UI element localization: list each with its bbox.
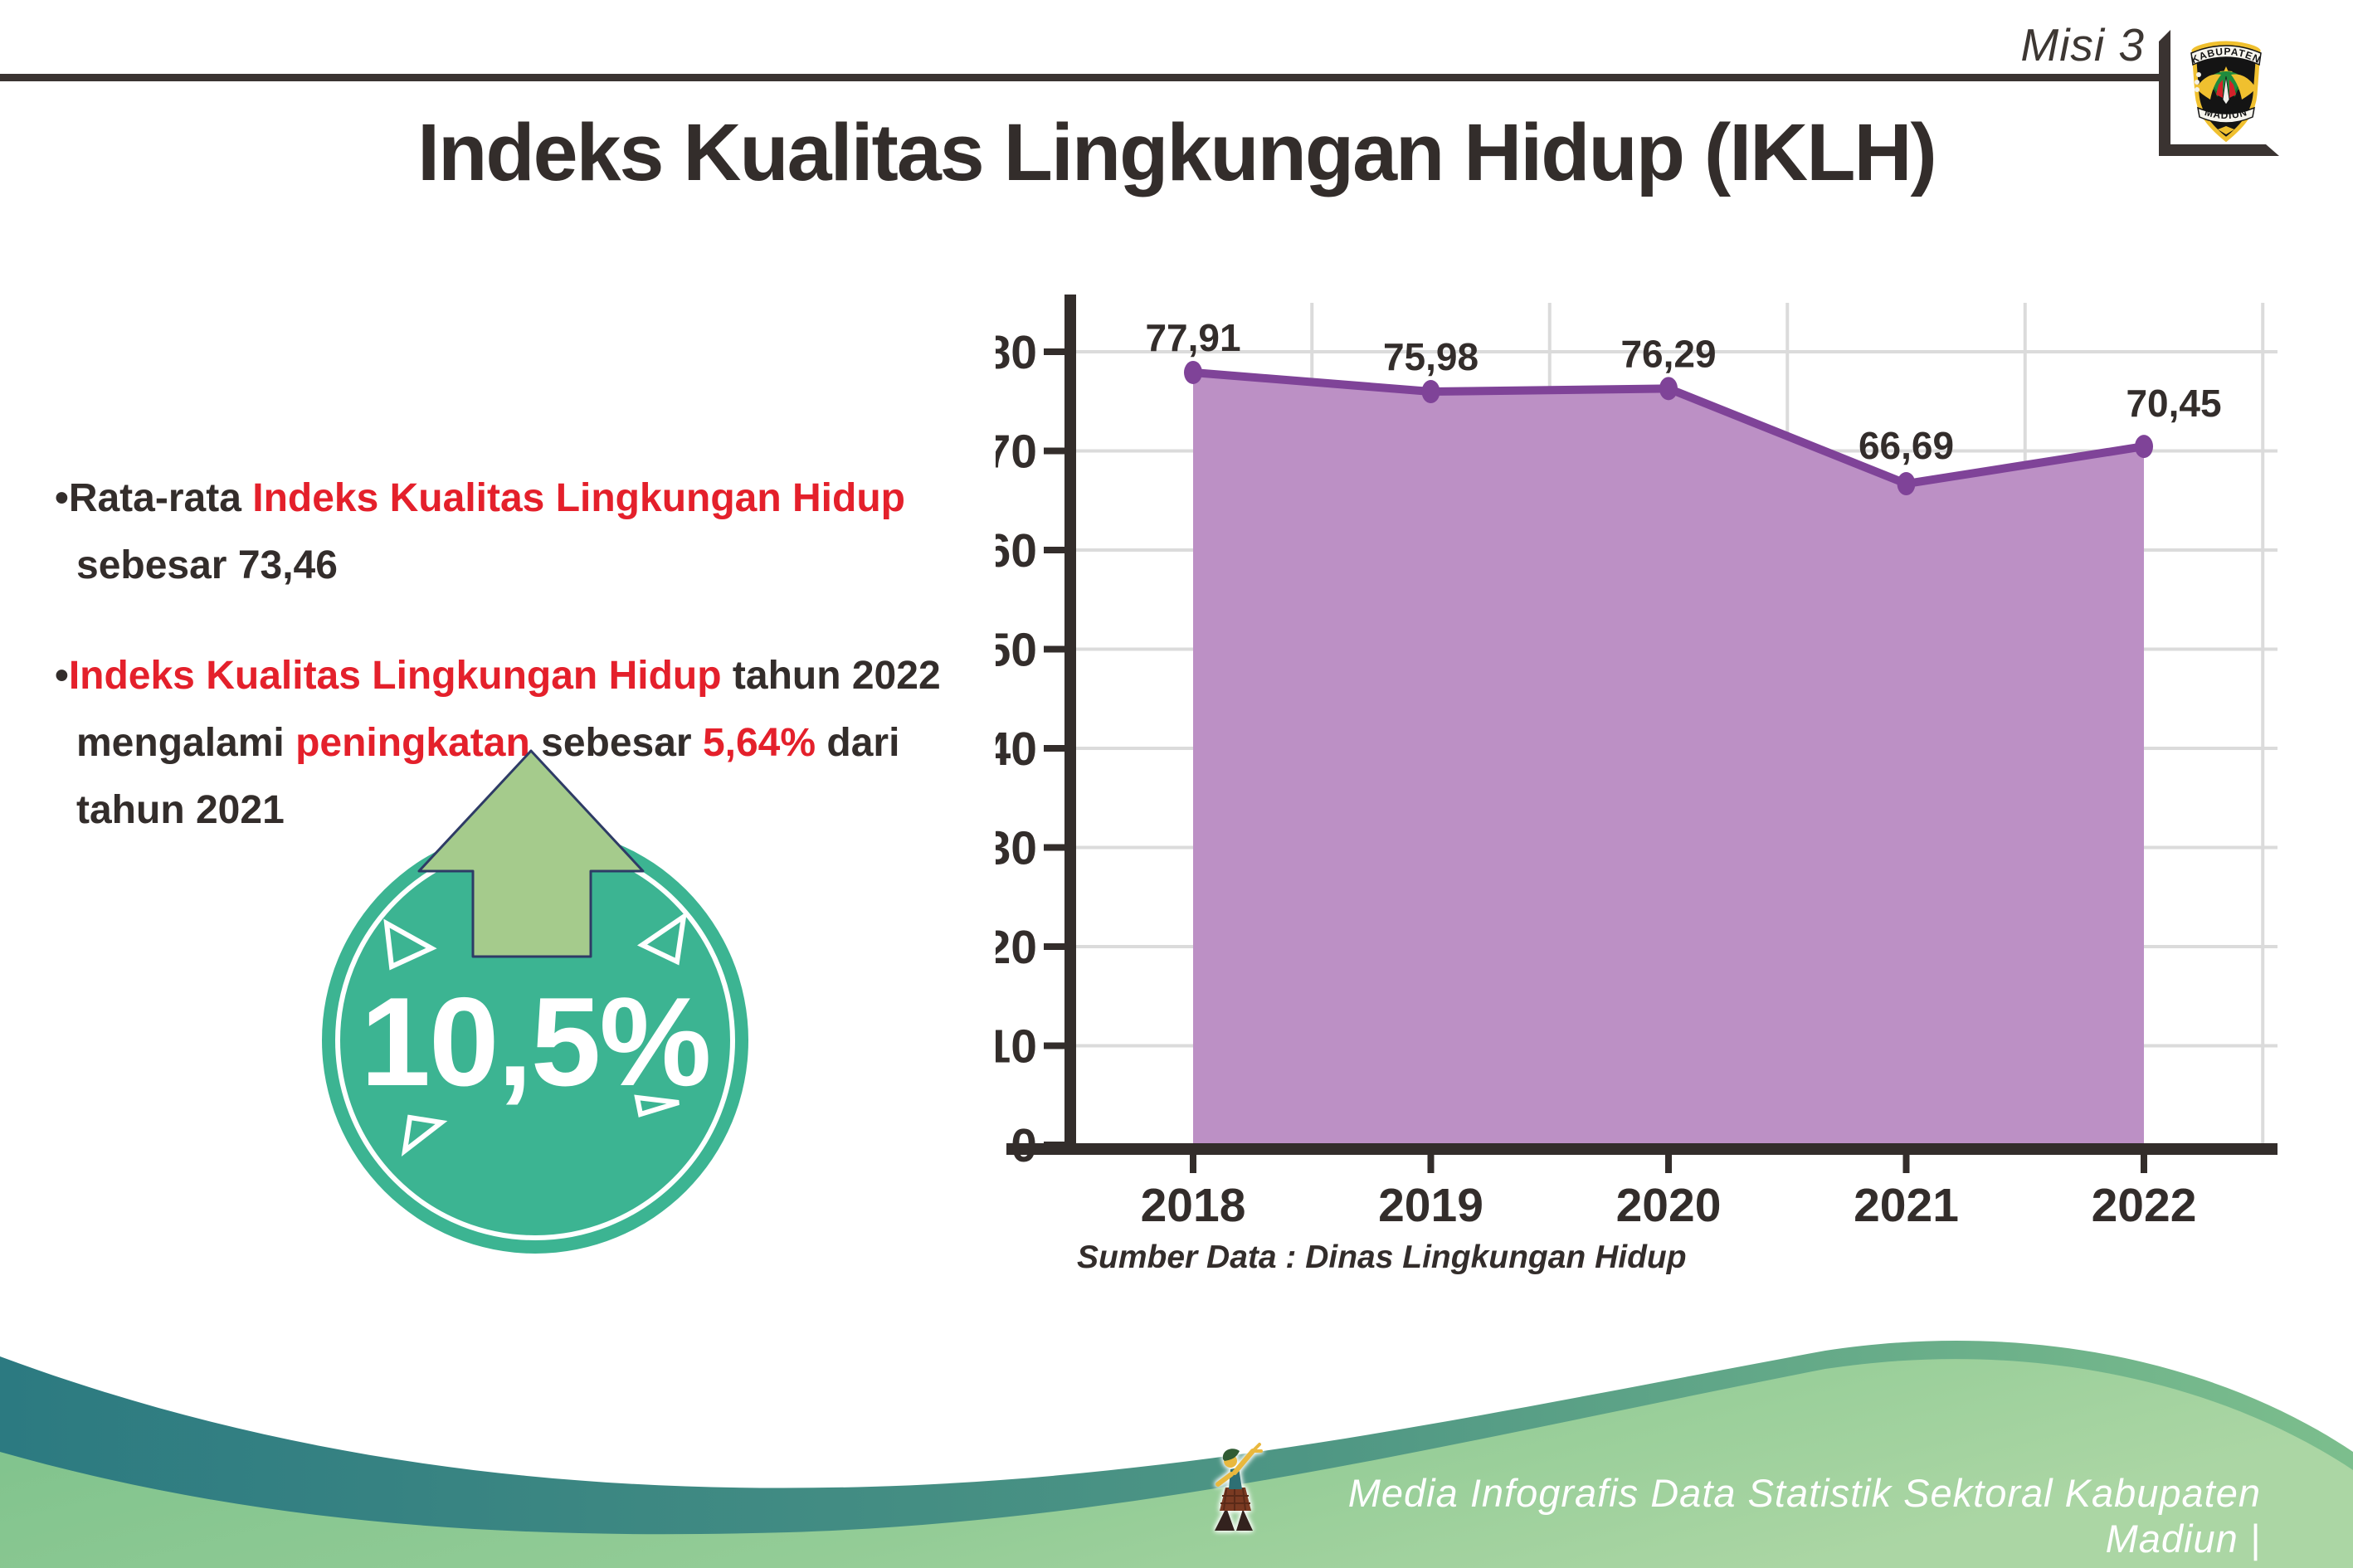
- wave-green: [0, 1359, 2353, 1568]
- data-label-2021: 66,69: [1859, 424, 1954, 467]
- footer-caption: Media Infografis Data Statistik Sektoral…: [1347, 1471, 2261, 1561]
- bullet-average-iklh: •Rata-rata Indeks Kualitas Lingkungan Hi…: [55, 465, 1034, 599]
- logo-left-wing-icon: [2196, 74, 2221, 100]
- data-point-2019: [1421, 380, 1440, 404]
- logo-bottom-banner: [2197, 106, 2255, 124]
- data-source-caption: Sumber Data : Dinas Lingkungan Hidup: [1077, 1239, 1687, 1275]
- increase-badge: 10,5%: [322, 827, 748, 1254]
- y-tick-label-10: 10: [996, 1020, 1037, 1074]
- data-point-2018: [1184, 360, 1202, 384]
- bullet-dot-icon: •: [55, 654, 69, 698]
- data-label-2018: 77,91: [1145, 316, 1240, 359]
- mascot-icon: [1215, 1443, 1263, 1531]
- data-point-2022: [2135, 435, 2153, 459]
- x-axis-label-2020: 2020: [1616, 1179, 1722, 1232]
- key-findings: •Rata-rata Indeks Kualitas Lingkungan Hi…: [55, 465, 1034, 844]
- bullet-text-highlight: Indeks Kualitas Lingkungan Hidup: [252, 476, 905, 520]
- data-label-2022: 70,45: [2126, 382, 2221, 425]
- bullet-text: tahun 2021: [76, 788, 285, 832]
- data-point-2020: [1659, 377, 1678, 401]
- y-tick-label-30: 30: [996, 822, 1037, 875]
- bullet-text: mengalami: [76, 721, 296, 765]
- y-tick-label-70: 70: [996, 426, 1037, 479]
- footer-wave-decoration: [0, 1340, 2353, 1568]
- x-axis-label-2022: 2022: [2092, 1179, 2197, 1232]
- increase-percentage: 10,5%: [360, 971, 712, 1113]
- logo-spear-icon: [2222, 75, 2230, 105]
- logo-frame-horizontal: [2159, 144, 2279, 156]
- y-tick-label-0: 0: [1011, 1119, 1037, 1172]
- bullet-dot-icon: •: [55, 476, 69, 520]
- bullet-text: Rata-rata: [68, 476, 253, 520]
- data-label-2019: 75,98: [1383, 335, 1479, 378]
- y-tick-label-20: 20: [996, 921, 1037, 974]
- bullet-text: sebesar 73,46: [76, 543, 338, 587]
- logo-right-wing-icon: [2231, 74, 2256, 100]
- logo-frame-vertical: [2159, 30, 2170, 156]
- bullet-text-highlight: 5,64%: [702, 721, 816, 765]
- bullet-line: mengalami peningkatan sebesar 5,64% dari: [55, 709, 1034, 777]
- top-divider-line: [0, 74, 2168, 81]
- x-axis-label-2018: 2018: [1141, 1179, 1246, 1232]
- y-tick-label-60: 60: [996, 524, 1037, 577]
- x-axis: [1006, 1143, 2277, 1155]
- bullet-text-highlight: peningkatan: [295, 721, 530, 765]
- bullet-line: •Indeks Kualitas Lingkungan Hidup tahun …: [55, 642, 1034, 709]
- bullet-text-highlight: Indeks Kualitas Lingkungan Hidup: [68, 654, 722, 698]
- y-tick-label-80: 80: [996, 326, 1037, 379]
- bullet-line: sebesar 73,46: [55, 532, 1034, 599]
- area-fill: [1193, 372, 2144, 1146]
- bullet-iklh-2022: •Indeks Kualitas Lingkungan Hidup tahun …: [55, 642, 1034, 844]
- y-tick-label-40: 40: [996, 723, 1037, 776]
- data-label-2020: 76,29: [1620, 332, 1716, 375]
- bullet-text: tahun 2022: [721, 654, 941, 698]
- x-axis-label-2019: 2019: [1378, 1179, 1483, 1232]
- bullet-line: tahun 2021: [55, 777, 1034, 844]
- logo-bottom-banner-text: MADIUN: [2204, 106, 2249, 121]
- logo-top-banner: [2190, 45, 2262, 66]
- bullet-line: •Rata-rata Indeks Kualitas Lingkungan Hi…: [55, 465, 1034, 532]
- kabupaten-madiun-logo: KABUPATEN MADIUN: [2190, 41, 2262, 143]
- x-axis-label-2021: 2021: [1854, 1179, 1959, 1232]
- y-axis: [1064, 295, 1076, 1155]
- bullet-text: dari: [816, 721, 900, 765]
- bullet-text: sebesar: [529, 721, 703, 765]
- y-tick-label-50: 50: [996, 624, 1037, 677]
- page-title: Indeks Kualitas Lingkungan Hidup (IKLH): [417, 107, 1937, 197]
- data-point-2021: [1897, 472, 1916, 496]
- iklh-area-chart: 0 10 20 30 40 50 60 70 80 2018 2019 2020 2021 2022 77,…: [996, 295, 2277, 1232]
- mission-label: Misi 3: [2020, 19, 2145, 71]
